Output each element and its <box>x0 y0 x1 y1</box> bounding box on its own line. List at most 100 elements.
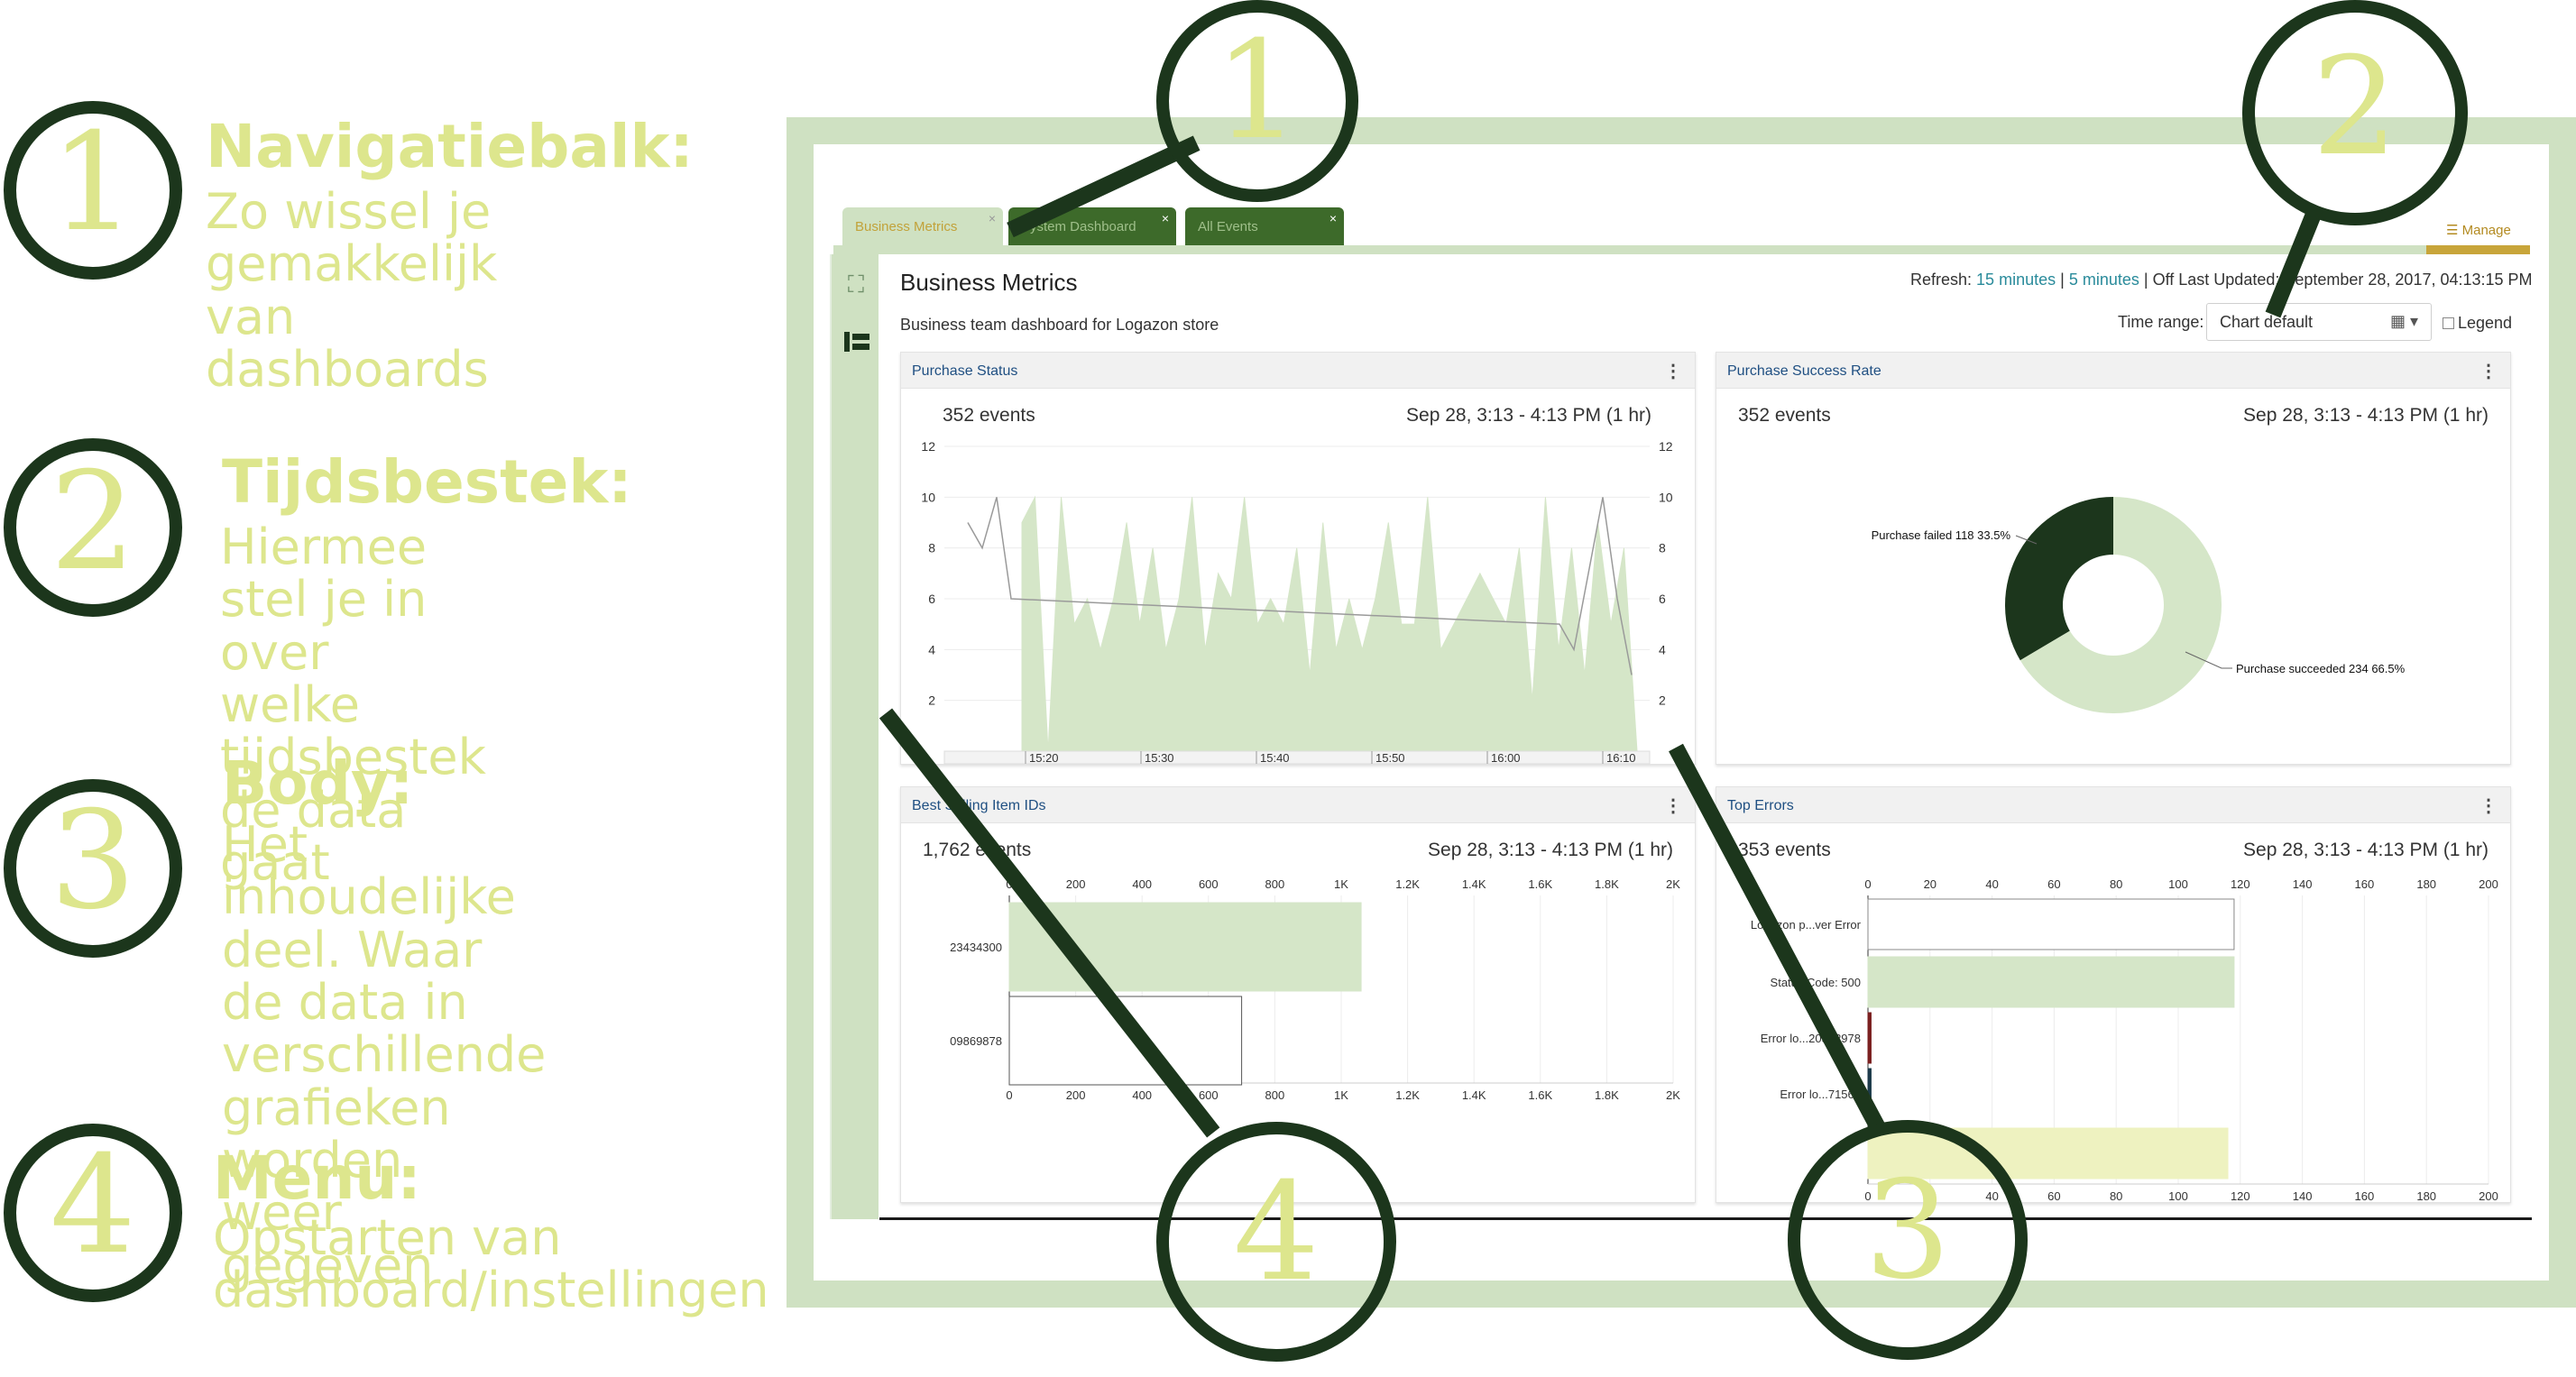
refresh-label: Refresh: <box>1910 271 1973 289</box>
y-tick-label-right: 4 <box>1659 642 1666 656</box>
bar <box>1867 1012 1872 1064</box>
callout-number: 2 <box>2312 29 2398 186</box>
sidebar-menu: ⛶ <box>830 254 879 1219</box>
x-tick-label-top: 180 <box>2416 877 2436 891</box>
close-icon[interactable]: × <box>988 211 996 225</box>
y-tick-label: 12 <box>921 439 935 454</box>
panel-title[interactable]: Purchase Status <box>912 363 1018 379</box>
panel-header: Purchase Status ⋮ <box>901 353 1695 389</box>
legend-description: Het inhoudelijke deel. Waar de data in v… <box>222 816 547 1294</box>
category-label: Status Code: 500 <box>1771 976 1861 989</box>
x-tick-label-top: 20 <box>1924 877 1937 891</box>
x-tick-label-top: 60 <box>2047 877 2060 891</box>
page-subtitle: Business team dashboard for Logazon stor… <box>900 316 1219 334</box>
x-tick-label-bottom: 200 <box>2479 1189 2498 1203</box>
panel-header: Best Selling Item IDs ⋮ <box>901 787 1695 823</box>
manage-button[interactable]: ☰ Manage <box>2446 223 2511 238</box>
y-tick-label: 2 <box>928 693 935 708</box>
x-tick-label-top: 800 <box>1265 877 1285 891</box>
x-tick-label-top: 0 <box>1864 877 1871 891</box>
more-options-icon[interactable]: ⋮ <box>2479 796 2498 816</box>
tab-label: Business Metrics <box>855 219 958 234</box>
legend-number: 2 <box>50 444 136 601</box>
legend-title: Tijdsbestek: <box>222 447 632 517</box>
slice-label: Purchase succeeded 234 66.5% <box>2236 662 2406 675</box>
x-tick-label-top: 1K <box>1334 877 1348 891</box>
panel-title[interactable]: Top Errors <box>1727 798 1794 813</box>
pie-slice <box>2005 497 2113 661</box>
time-range-value: Chart default <box>2220 313 2314 331</box>
x-tick-label: 15:50 <box>1375 751 1405 765</box>
category-label: Error lo...71561 <box>1780 1088 1861 1101</box>
more-options-icon[interactable]: ⋮ <box>1664 362 1682 381</box>
refresh-15-minutes-link[interactable]: 15 minutes <box>1976 271 2056 289</box>
x-tick-label-top: 1.2K <box>1395 877 1420 891</box>
event-count: 352 events <box>1738 405 1831 426</box>
x-tick-label: 15:40 <box>1260 751 1290 765</box>
x-tick-label-bottom: 800 <box>1265 1088 1285 1102</box>
bar <box>1867 898 2235 950</box>
y-tick-label-right: 8 <box>1659 541 1666 555</box>
refresh-bar: Refresh: 15 minutes | 5 minutes | Off La… <box>1910 271 2533 289</box>
x-tick-label-bottom: 80 <box>2110 1189 2122 1203</box>
x-tick-label-top: 120 <box>2231 877 2250 891</box>
callout-number: 4 <box>1233 1154 1320 1311</box>
x-tick-label-bottom: 200 <box>1066 1088 1086 1102</box>
panel-title[interactable]: Purchase Success Rate <box>1727 363 1881 379</box>
panel-top-errors: Top Errors ⋮ 353 events Sep 28, 3:13 - 4… <box>1716 786 2511 1203</box>
tab-label: All Events <box>1198 219 1258 234</box>
x-tick-label-bottom: 1.4K <box>1462 1088 1486 1102</box>
legend-description: Zo wissel je gemakkelijk van dashboards <box>206 183 498 398</box>
tab-all-events[interactable]: All Events × <box>1185 207 1344 245</box>
legend-title: Body: <box>222 748 414 818</box>
y-tick-label-right: 6 <box>1659 592 1666 606</box>
y-tick-label: 6 <box>928 592 935 606</box>
x-tick-label-bottom: 120 <box>2231 1189 2250 1203</box>
leader-line <box>2015 535 2038 545</box>
last-updated: Off Last Updated: September 28, 2017, 04… <box>2152 271 2533 289</box>
fullscreen-icon[interactable]: ⛶ <box>847 271 865 298</box>
panel-header: Purchase Success Rate ⋮ <box>1716 353 2510 389</box>
area-series <box>1021 495 1638 752</box>
slice-label: Purchase failed 118 33.5% <box>1872 528 2011 542</box>
tab-divider <box>833 245 2529 254</box>
x-tick-label-top: 1.4K <box>1462 877 1486 891</box>
x-tick-label-bottom: 60 <box>2047 1189 2060 1203</box>
x-tick-label-top: 80 <box>2110 877 2122 891</box>
more-options-icon[interactable]: ⋮ <box>2479 362 2498 381</box>
x-tick-label: 15:20 <box>1029 751 1059 765</box>
menu-icon[interactable] <box>844 330 869 353</box>
purchase-success-chart: Purchase failed 118 33.5% Purchase succee… <box>1872 497 2406 713</box>
leader-line <box>2185 651 2232 669</box>
time-range-select[interactable]: Chart default ▦ ▾ <box>2206 303 2432 341</box>
category-label: Error lo...20522978 <box>1761 1032 1861 1045</box>
close-icon[interactable]: × <box>1161 211 1169 225</box>
checkbox-icon[interactable] <box>2443 317 2454 329</box>
x-tick-label-bottom: 100 <box>2168 1189 2188 1203</box>
separator: | <box>2143 271 2148 289</box>
tab-label: System Dashboard <box>1021 219 1136 234</box>
more-options-icon[interactable]: ⋮ <box>1664 796 1682 816</box>
time-range-label: Time range: <box>2118 313 2204 331</box>
body-bottom-rule <box>879 1217 2532 1220</box>
y-tick-label-right: 12 <box>1659 439 1673 454</box>
event-count: 352 events <box>943 405 1035 426</box>
tab-divider-accent <box>2426 245 2530 254</box>
x-tick-label: 16:00 <box>1491 751 1521 765</box>
refresh-5-minutes-link[interactable]: 5 minutes <box>2068 271 2139 289</box>
x-tick-label-bottom: 2K <box>1666 1088 1680 1102</box>
tab-business-metrics[interactable]: Business Metrics × <box>842 207 1003 245</box>
page-title: Business Metrics <box>900 269 1078 296</box>
separator: | <box>2060 271 2065 289</box>
x-tick-label-top: 2K <box>1666 877 1680 891</box>
x-tick-label-top: 100 <box>2168 877 2188 891</box>
panel-time-range: Sep 28, 3:13 - 4:13 PM (1 hr) <box>1428 840 1673 860</box>
legend-number: 3 <box>50 783 136 940</box>
panel-purchase-status: Purchase Status ⋮ 352 events Sep 28, 3:1… <box>900 352 1696 765</box>
y-tick-label-right: 10 <box>1659 490 1673 504</box>
x-tick-label: 16:10 <box>1606 751 1636 765</box>
x-tick-label-top: 160 <box>2355 877 2375 891</box>
legend-checkbox[interactable]: Legend <box>2443 314 2512 333</box>
legend-title: Menu: <box>213 1143 421 1213</box>
close-icon[interactable]: × <box>1329 211 1337 225</box>
